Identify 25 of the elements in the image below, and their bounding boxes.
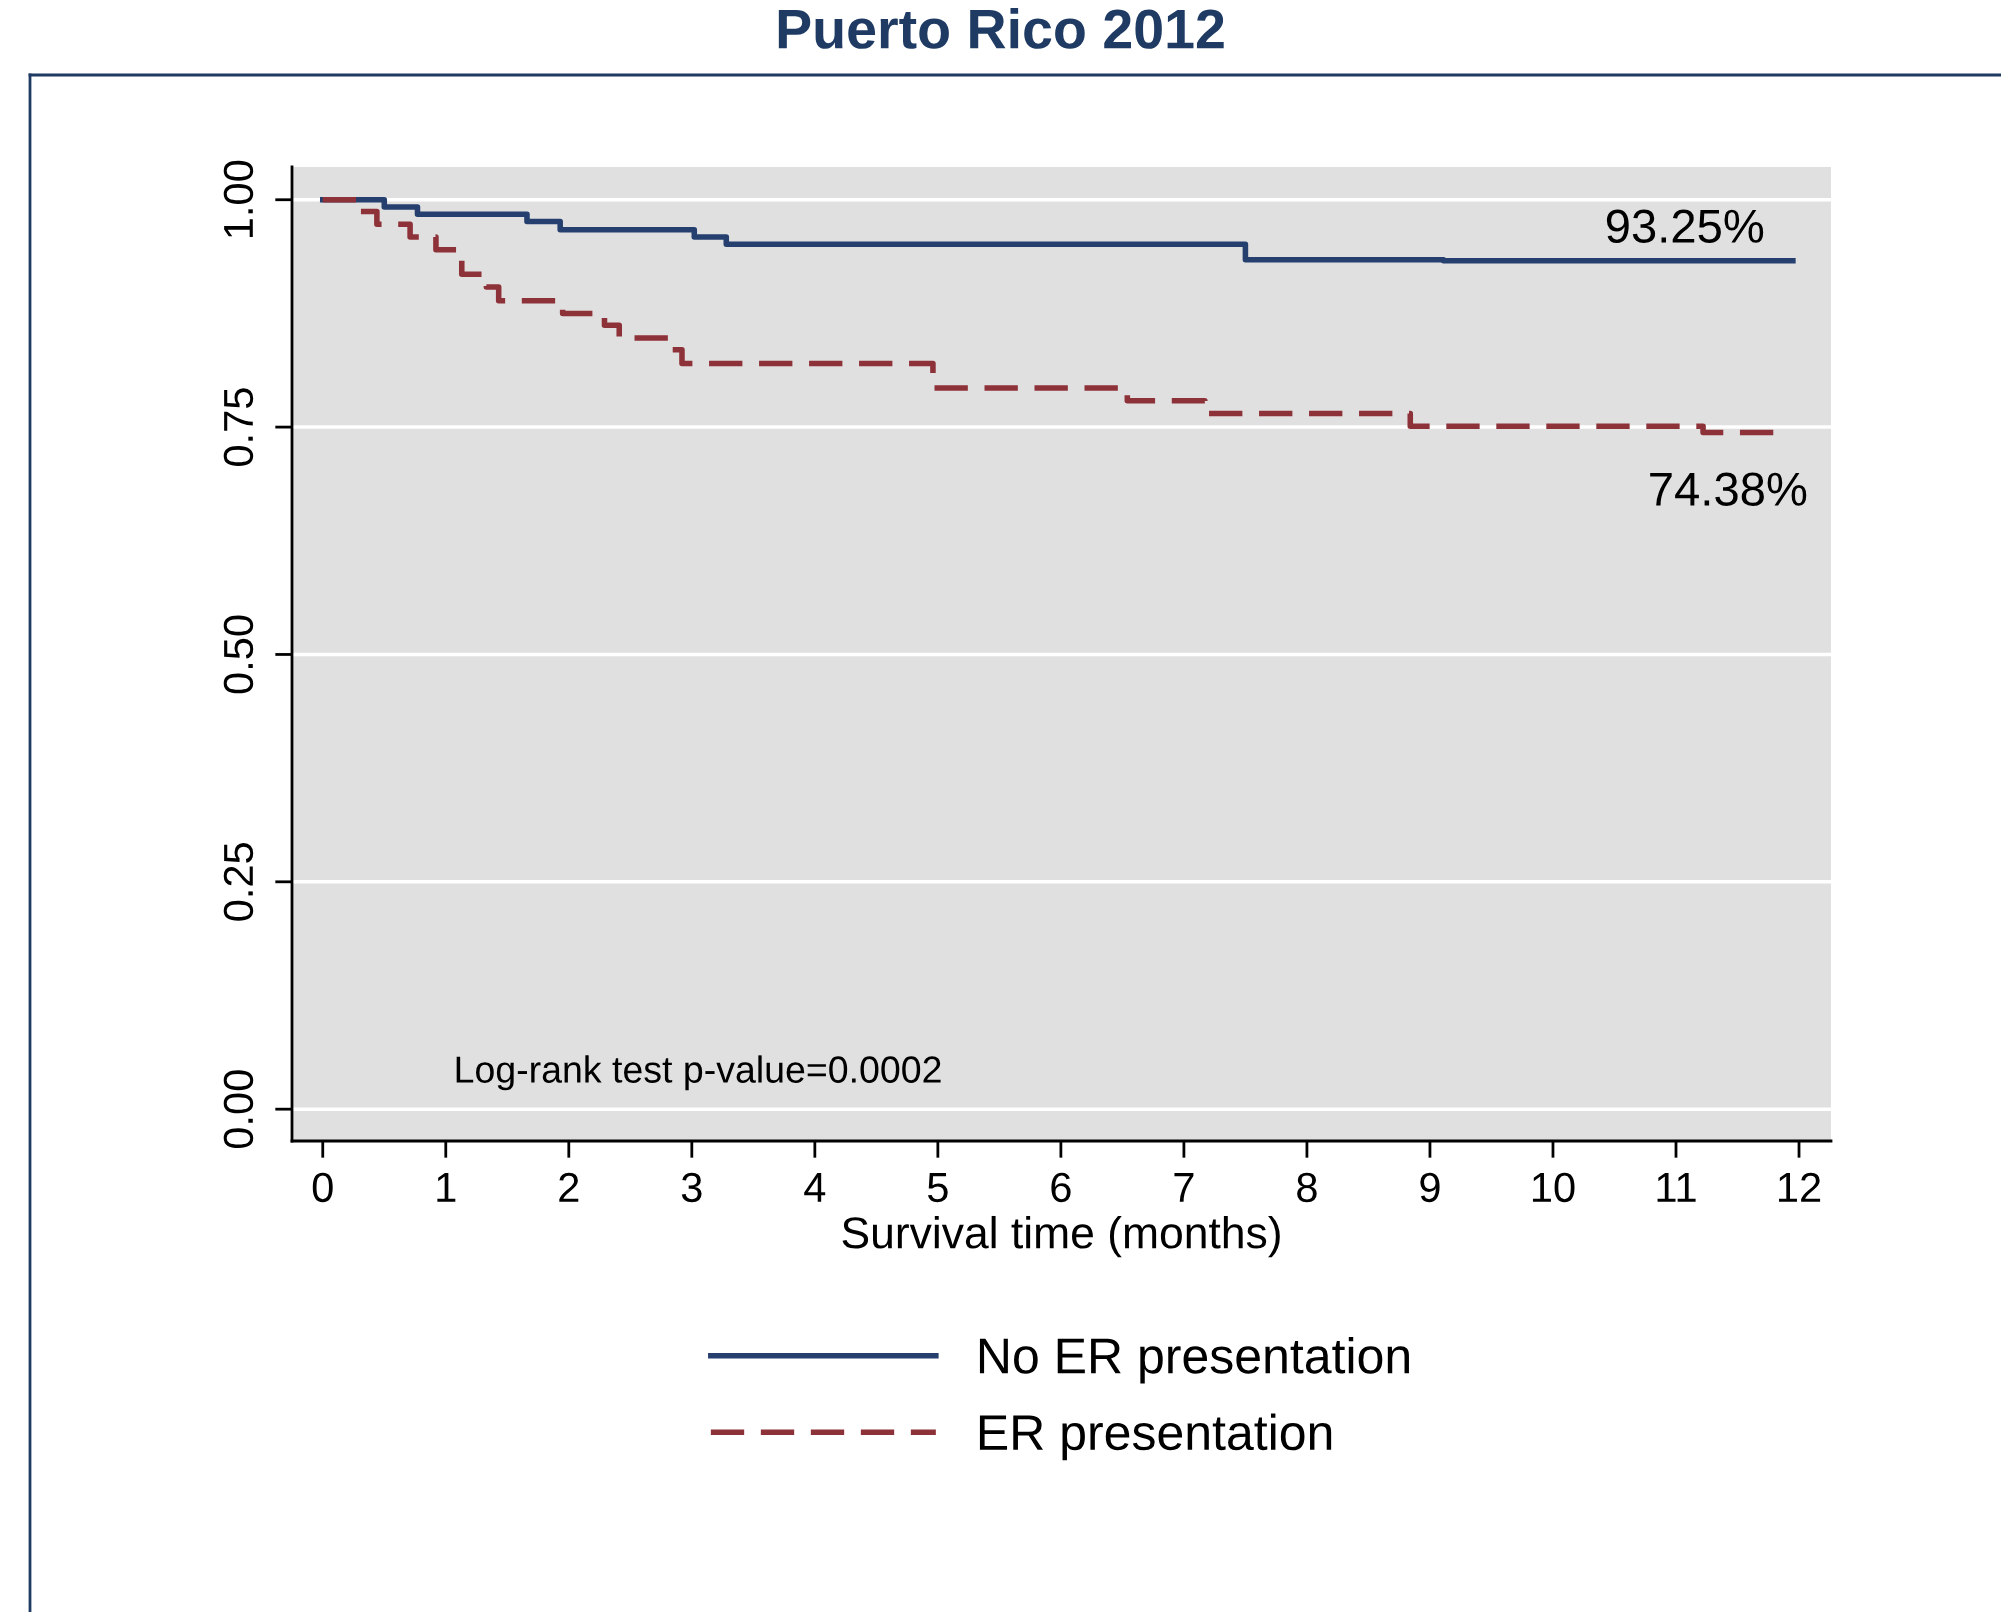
x-tick-label: 4 [804, 1173, 826, 1202]
y-tick-label: 0.00 [223, 1070, 254, 1149]
x-tick-label: 11 [1657, 1173, 1696, 1202]
x-tick-label: 1 [437, 1173, 456, 1202]
x-axis-title: Survival time (months) [842, 1215, 1280, 1258]
y-tick-label: 0.25 [223, 843, 254, 921]
legend-label: ER presentation [979, 1413, 1332, 1461]
y-tick-label: 1.00 [223, 160, 254, 238]
y-tick-label: 0.75 [223, 388, 254, 467]
x-tick-label: 7 [1174, 1173, 1194, 1202]
y-tick-label: 0.50 [223, 615, 254, 694]
annotation: 74.38% [1650, 472, 1807, 506]
x-tick-label: 10 [1532, 1172, 1575, 1203]
x-tick-label: 12 [1779, 1172, 1821, 1202]
annotation: Log-rank test p-value=0.0002 [456, 1055, 941, 1091]
chart-title: Puerto Rico 2012 [778, 8, 1224, 49]
legend-label: No ER presentation [979, 1336, 1409, 1384]
x-tick-label: 0 [312, 1172, 333, 1203]
x-tick-label: 8 [1297, 1172, 1317, 1203]
x-tick-label: 2 [559, 1172, 579, 1202]
x-tick-label: 9 [1420, 1172, 1440, 1203]
x-tick-label: 5 [927, 1173, 948, 1203]
x-tick-label: 6 [1051, 1172, 1071, 1203]
x-tick-label: 3 [681, 1172, 702, 1203]
annotation: 93.25% [1606, 209, 1764, 243]
